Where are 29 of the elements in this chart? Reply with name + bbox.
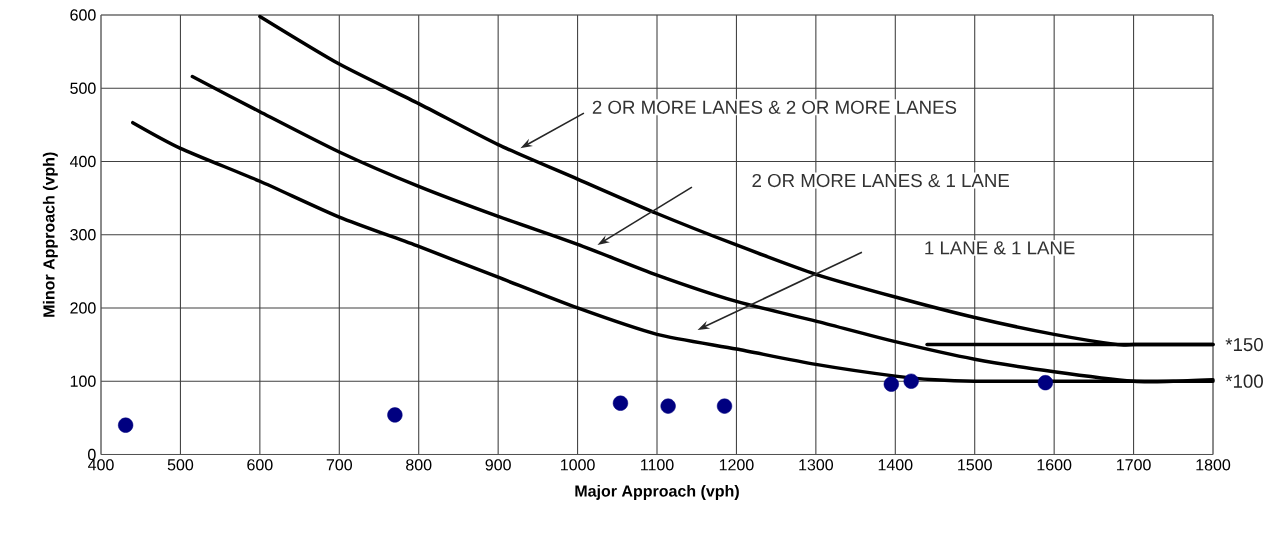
annotation: 2 OR MORE LANES & 1 LANE	[752, 173, 1009, 188]
x-tick-label: 500	[167, 459, 194, 471]
y-tick-label: 400	[69, 155, 96, 168]
annotation: 1 LANE & 1 LANE	[925, 241, 1075, 255]
x-tick-label: 1200	[719, 459, 754, 471]
x-axis-title: Major Approach (vph)	[575, 485, 739, 500]
x-tick-label: 1600	[1037, 459, 1072, 471]
y-tick-label: 0	[88, 448, 96, 461]
x-tick-label: 800	[406, 459, 432, 471]
x-tick-label: 1000	[560, 459, 595, 471]
annotation: *100	[1225, 374, 1263, 388]
y-tick-label: 100	[70, 375, 96, 387]
x-tick-label: 1100	[641, 459, 674, 471]
annotation: *150	[1225, 337, 1263, 352]
x-tick-label: 1500	[958, 459, 992, 471]
x-tick-label: 900	[485, 459, 511, 471]
annotation: 2 OR MORE LANES & 2 OR MORE LANES	[592, 100, 957, 114]
x-tick-label: 400	[88, 459, 114, 471]
x-tick-label: 600	[247, 459, 273, 471]
y-tick-label: 600	[70, 9, 96, 21]
y-tick-label: 500	[70, 82, 96, 94]
y-tick-label: 300	[70, 229, 96, 241]
x-tick-label: 1700	[1117, 459, 1151, 471]
x-tick-label: 1800	[1196, 459, 1231, 471]
x-tick-label: 700	[326, 459, 353, 471]
x-tick-label: 1300	[799, 459, 834, 471]
y-tick-label: 200	[70, 302, 96, 314]
y-axis-title: Minor Approach (vph)	[42, 152, 58, 317]
x-tick-label: 1400	[878, 459, 913, 471]
